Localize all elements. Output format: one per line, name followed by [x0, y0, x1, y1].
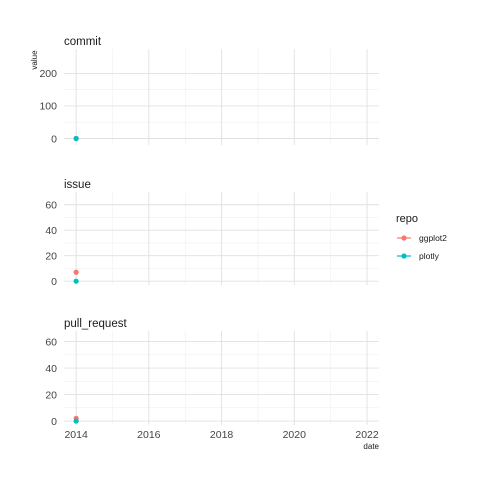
- y-axis-title: value: [30, 50, 39, 70]
- legend-title: repo: [396, 213, 418, 225]
- legend-key-point-ggplot2: [401, 235, 407, 241]
- x-axis-title: date: [363, 442, 379, 451]
- y-tick-label: 20: [45, 250, 57, 262]
- legend-key-point-plotly: [401, 253, 407, 259]
- x-tick-label: 2022: [355, 429, 379, 441]
- data-point-plotly: [73, 418, 79, 424]
- x-tick-label: 2014: [64, 429, 88, 441]
- y-tick-label: 40: [45, 225, 57, 237]
- legend-label-ggplot2: ggplot2: [419, 233, 447, 243]
- y-tick-label: 0: [51, 276, 57, 288]
- y-tick-label: 20: [45, 389, 57, 401]
- data-point-plotly: [73, 278, 79, 284]
- y-tick-label: 100: [39, 101, 57, 113]
- x-tick-label: 2020: [283, 429, 307, 441]
- y-tick-label: 0: [51, 416, 57, 428]
- facet-title-pull-request: pull_request: [64, 318, 127, 330]
- y-tick-label: 200: [39, 68, 57, 80]
- data-point-plotly: [73, 135, 79, 142]
- facet-title-commit: commit: [64, 36, 102, 48]
- facet-title-issue: issue: [64, 179, 91, 191]
- y-tick-label: 60: [45, 200, 57, 212]
- x-tick-label: 2018: [210, 429, 234, 441]
- y-tick-label: 0: [51, 133, 57, 145]
- y-tick-label: 60: [45, 336, 57, 348]
- y-tick-label: 40: [45, 363, 57, 375]
- legend-label-plotly: plotly: [419, 251, 440, 261]
- data-point-ggplot2: [73, 269, 79, 275]
- x-tick-label: 2016: [137, 429, 161, 441]
